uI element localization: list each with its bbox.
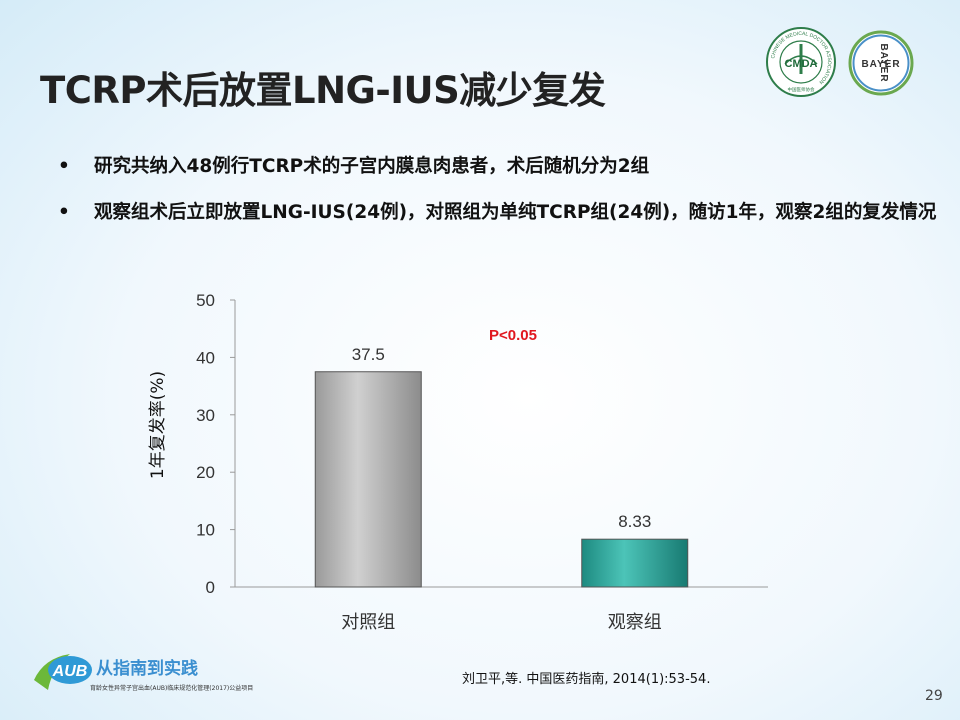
slide-title: TCRP术后放置LNG-IUS减少复发 [40, 69, 606, 112]
bullet-item: • 观察组术后立即放置LNG-IUS(24例)，对照组为单纯TCRP组(24例)… [58, 196, 938, 230]
bayer-horizontal-text: BAYER [861, 59, 900, 70]
aub-sub-text: 育龄女性异常子宫出血(AUB)临床规范化管理(2017)公益项目 [90, 684, 253, 692]
bullet-list: • 研究共纳入48例行TCRP术的子宫内膜息肉患者，术后随机分为2组 • 观察组… [58, 150, 938, 242]
bar-control [314, 371, 422, 588]
aub-main-text: 从指南到实践 [96, 658, 198, 679]
bullet-text: 研究共纳入48例行TCRP术的子宫内膜息肉患者，术后随机分为2组 [94, 156, 650, 177]
bayer-vertical-text: BAYER [878, 43, 889, 82]
y-ticks: 0 10 20 30 40 50 [196, 291, 235, 597]
bullet-dot: • [58, 156, 70, 177]
x-category-label: 观察组 [608, 612, 662, 633]
y-tick-label: 10 [196, 521, 215, 540]
cmda-logo: CHINESE MEDICAL DOCTOR ASSOCIATION CMDA … [766, 27, 836, 97]
bar-value-label: 8.33 [618, 512, 651, 531]
y-tick-label: 40 [196, 348, 215, 367]
bullet-dot: • [58, 202, 70, 223]
p-value-annotation: P<0.05 [489, 327, 537, 344]
bullet-text: 观察组术后立即放置LNG-IUS(24例)，对照组为单纯TCRP组(24例)，随… [94, 202, 937, 223]
bullet-item: • 研究共纳入48例行TCRP术的子宫内膜息肉患者，术后随机分为2组 [58, 150, 938, 184]
citation: 刘卫平,等. 中国医药指南, 2014(1):53-54. [462, 672, 711, 687]
aub-badge-text: AUB [52, 663, 88, 680]
cmda-text: CMDA [785, 58, 818, 70]
x-category-label: 对照组 [341, 612, 395, 633]
y-tick-label: 50 [196, 291, 215, 310]
aub-program-logo: AUB 从指南到实践 育龄女性异常子宫出血(AUB)临床规范化管理(2017)公… [34, 654, 253, 692]
cmda-sub-text: 中国医师协会 [788, 86, 815, 93]
bayer-logo: BAYER BAYER [848, 30, 914, 96]
bars: 37.5 对照组 8.33 观察组 [314, 345, 689, 633]
y-tick-label: 20 [196, 463, 215, 482]
bar-value-label: 37.5 [352, 345, 385, 364]
y-tick-label: 0 [206, 578, 215, 597]
bar-observation [581, 538, 689, 588]
y-tick-label: 30 [196, 406, 215, 425]
page-number: 29 [925, 688, 943, 704]
y-axis-label: 1年复发率(%) [148, 371, 168, 479]
